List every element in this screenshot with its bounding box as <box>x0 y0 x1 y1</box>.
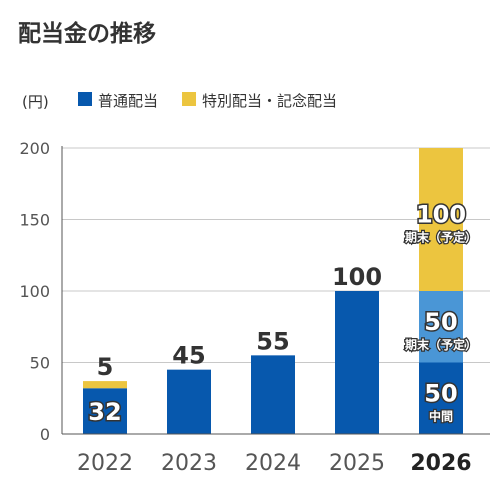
y-tick-label-150: 150 <box>19 211 50 230</box>
bar-2026-seg-0 <box>419 362 463 434</box>
data-label-2026-0: 50 <box>424 379 457 407</box>
legend-swatch-0 <box>78 92 92 106</box>
y-unit-label: (円) <box>22 93 49 111</box>
legend-swatch-1 <box>182 92 197 106</box>
data-label-2026-1: 50 <box>424 308 457 336</box>
x-tick-label-2023: 2023 <box>161 451 217 476</box>
legend-label-0: 普通配当 <box>98 92 158 110</box>
data-label-2022-0: 32 <box>88 398 121 426</box>
page-title: 配当金の推移 <box>18 21 156 47</box>
bar-2026-seg-2 <box>419 148 463 291</box>
bar-2024-seg-0 <box>251 355 295 434</box>
x-tick-label-2026: 2026 <box>410 451 471 476</box>
bar-2022-seg-1 <box>83 381 127 389</box>
data-sublabel-2026-2: 期末（予定） <box>405 230 477 245</box>
bar-2026-seg-1 <box>419 291 463 363</box>
bar-2022-seg-0 <box>83 388 127 434</box>
data-label-2023-0: 45 <box>172 342 205 370</box>
y-tick-label-200: 200 <box>19 139 50 158</box>
data-label-2026-2: 100 <box>416 201 466 229</box>
data-label-2024-0: 55 <box>256 327 289 355</box>
legend-label-1: 特別配当・記念配当 <box>202 92 337 110</box>
x-tick-label-2025: 2025 <box>329 451 385 476</box>
y-tick-label-0: 0 <box>40 425 50 444</box>
y-tick-label-50: 50 <box>30 354 50 373</box>
y-tick-label-100: 100 <box>19 282 50 301</box>
data-sublabel-2026-0: 中間 <box>429 408 453 423</box>
bar-2023-seg-0 <box>167 369 211 434</box>
data-sublabel-2026-1: 期末（予定） <box>405 337 477 352</box>
data-label-2022-1: 5 <box>97 353 114 381</box>
bar-2025-seg-0 <box>335 291 379 434</box>
data-label-2025-0: 100 <box>332 263 382 291</box>
x-tick-label-2022: 2022 <box>77 451 133 476</box>
x-tick-label-2024: 2024 <box>245 451 301 476</box>
